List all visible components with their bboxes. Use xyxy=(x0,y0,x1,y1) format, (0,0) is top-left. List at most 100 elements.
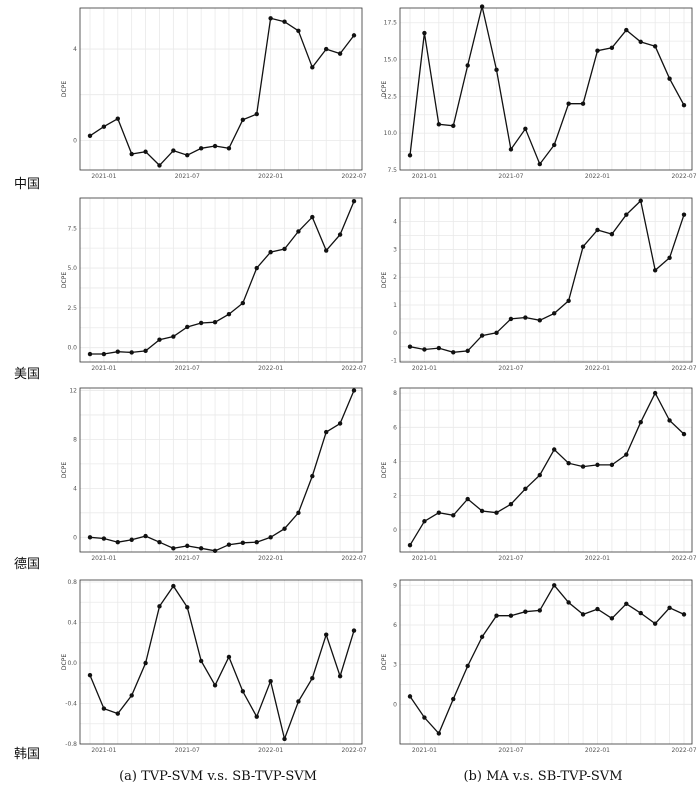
y-axis-label: DCPE xyxy=(61,81,68,97)
y-tick-label: 10.0 xyxy=(384,130,398,137)
x-tick-label: 2022-07 xyxy=(671,555,696,562)
data-point xyxy=(254,111,259,117)
chart-panel: -0.8 -0.4 0.0 0.4 0.8 2021-01 2021-07 2022-01 20… xyxy=(61,579,367,754)
y-tick-label: 9 xyxy=(393,582,397,589)
data-point xyxy=(580,464,586,469)
x-tick-label: 2022-01 xyxy=(585,173,610,180)
data-point xyxy=(422,715,427,720)
data-point xyxy=(638,198,643,203)
data-point xyxy=(185,324,190,330)
data-point xyxy=(451,123,456,129)
data-point xyxy=(212,143,218,149)
data-point xyxy=(595,227,600,233)
y-tick-label: 7.5 xyxy=(387,167,397,174)
data-point xyxy=(282,246,287,252)
series-line xyxy=(409,199,685,353)
x-tick-label: 2021-01 xyxy=(412,173,437,180)
y-tick-label: 0.0 xyxy=(67,660,77,667)
data-point xyxy=(407,344,413,349)
data-point xyxy=(226,312,232,317)
y-tick-label: 6 xyxy=(393,622,397,629)
data-point xyxy=(171,583,176,589)
x-tick-label: 2021-01 xyxy=(91,555,116,562)
data-point xyxy=(609,616,615,621)
data-point xyxy=(652,44,658,49)
data-point xyxy=(566,298,571,304)
data-point xyxy=(351,388,357,393)
x-tick-label: 2021-07 xyxy=(498,747,523,754)
series-line xyxy=(89,17,355,167)
data-point xyxy=(101,124,107,129)
plot-frame xyxy=(399,579,693,745)
y-tick-label: -1 xyxy=(391,358,397,365)
y-tick-label: 12 xyxy=(69,387,77,394)
data-point xyxy=(268,249,273,255)
y-tick-label: 0 xyxy=(393,527,397,534)
data-point xyxy=(494,613,499,618)
row-label: 中国 xyxy=(14,177,40,192)
chart-panel: 7.5 10.0 12.5 15.0 17.5 2021-01 2021-07 2022-01… xyxy=(381,4,697,180)
data-point xyxy=(240,300,246,306)
data-point xyxy=(494,330,499,336)
data-point xyxy=(580,101,586,106)
data-point xyxy=(667,418,672,423)
data-point xyxy=(451,350,456,355)
data-point xyxy=(324,632,329,637)
data-point xyxy=(523,486,528,491)
data-point xyxy=(212,548,218,553)
y-tick-label: 4 xyxy=(393,219,397,226)
data-point xyxy=(494,510,499,515)
x-tick-label: 2021-07 xyxy=(175,365,200,372)
data-point xyxy=(129,151,134,157)
data-point xyxy=(212,319,218,325)
data-point xyxy=(609,462,615,468)
x-tick-label: 2021-07 xyxy=(175,747,200,754)
data-point xyxy=(552,447,557,452)
data-point xyxy=(337,421,343,426)
data-point xyxy=(681,103,687,108)
y-axis-label: DCPE xyxy=(61,654,68,670)
y-axis-label: DCPE xyxy=(381,272,388,288)
data-point xyxy=(566,460,571,466)
data-point xyxy=(157,163,162,168)
x-tick-label: 2022-01 xyxy=(585,747,610,754)
data-point xyxy=(595,462,600,468)
x-tick-label: 2022-01 xyxy=(258,173,283,180)
series-line xyxy=(409,391,685,546)
data-point xyxy=(552,311,557,316)
x-tick-label: 2021-01 xyxy=(412,365,437,372)
data-point xyxy=(624,212,629,217)
x-tick-label: 2022-01 xyxy=(258,747,283,754)
data-point xyxy=(537,608,542,613)
data-point xyxy=(479,4,485,9)
plot-frame xyxy=(79,579,363,745)
y-axis-label: DCPE xyxy=(381,654,388,670)
data-point xyxy=(226,146,232,151)
data-point xyxy=(171,334,176,339)
data-point xyxy=(451,696,456,702)
data-point xyxy=(351,33,357,38)
series-line xyxy=(409,584,685,735)
y-tick-label: 7.5 xyxy=(67,225,77,232)
data-point xyxy=(667,605,672,610)
y-tick-label: 4 xyxy=(73,485,77,492)
data-point xyxy=(351,628,357,633)
data-point xyxy=(566,101,571,106)
data-point xyxy=(337,51,343,56)
data-point xyxy=(185,543,190,549)
data-point xyxy=(580,244,586,249)
chart-panel: 0 4 2021-01 2021-07 2022-01 2022-07 DCPE xyxy=(61,7,367,180)
data-point xyxy=(422,347,427,352)
data-point xyxy=(638,419,643,425)
subfigure-caption: (a) TVP-SVM v.s. SB-TVP-SVM xyxy=(119,769,317,784)
y-tick-label: 15.0 xyxy=(384,57,398,64)
data-point xyxy=(337,232,343,237)
data-point xyxy=(226,654,232,660)
data-point xyxy=(310,214,315,220)
data-point xyxy=(282,19,287,24)
x-tick-label: 2021-07 xyxy=(498,555,523,562)
subfigure-caption: (b) MA v.s. SB-TVP-SVM xyxy=(463,769,622,784)
data-point xyxy=(436,510,442,515)
data-point xyxy=(652,621,658,626)
